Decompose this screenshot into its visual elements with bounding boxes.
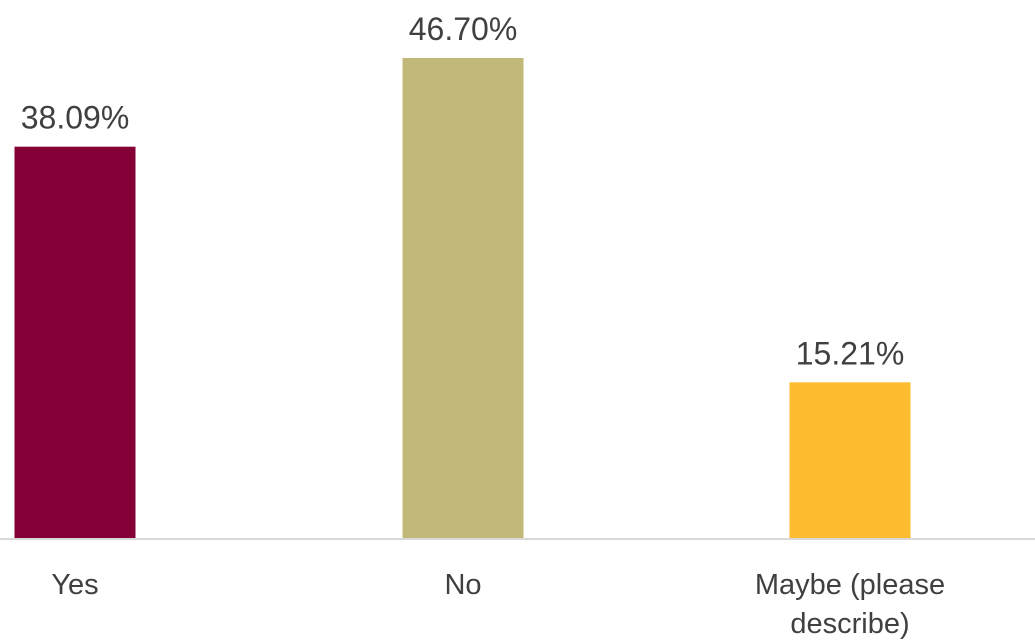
bar-3 [789,382,911,539]
value-labels-layer: 38.09% 46.70% 15.21% [21,11,905,371]
bars-layer [14,57,911,540]
category-label-line: describe) [790,608,909,640]
bar-2 [402,57,524,540]
category-label-line: Maybe (please [755,569,945,601]
category-label-line: Yes [51,569,98,601]
data-label-3: 15.21% [796,335,905,371]
category-label-1: Yes [51,569,98,601]
bar-1 [14,146,136,539]
data-label-1: 38.09% [21,100,130,136]
category-label-2: No [444,569,481,601]
category-label-3: Maybe (please describe) [755,569,945,640]
category-label-line: No [444,569,481,601]
category-labels-layer: Yes No Maybe (please describe) [51,569,945,640]
data-label-2: 46.70% [409,11,518,47]
